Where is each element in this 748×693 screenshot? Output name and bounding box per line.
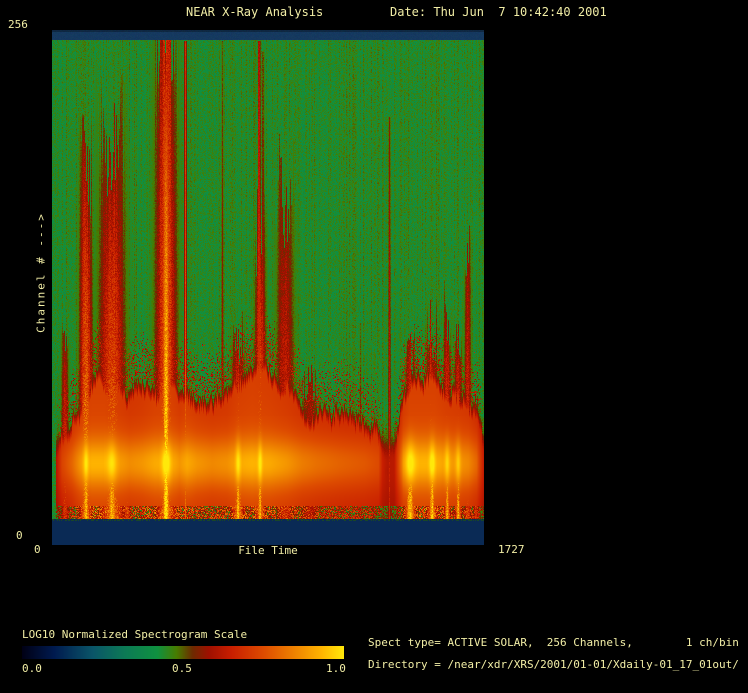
colorbar-gradient	[22, 646, 344, 659]
spect-type-line: Spect type= ACTIVE SOLAR, 256 Channels, …	[368, 636, 739, 649]
y-axis-bottom-tick: 0	[16, 529, 23, 542]
colorbar-label: LOG10 Normalized Spectrogram Scale	[22, 628, 248, 641]
x-axis-left-tick: 0	[34, 543, 41, 556]
x-axis-right-tick: 1727	[498, 543, 525, 556]
x-axis-label: File Time	[238, 544, 298, 557]
page-title: NEAR X-Ray Analysis	[186, 5, 324, 19]
date-label: Date: Thu Jun 7 10:42:40 2001	[390, 5, 607, 19]
colorbar-tick-max: 1.0	[326, 662, 346, 675]
y-axis-top-tick: 256	[8, 18, 28, 31]
colorbar-tick-mid: 0.5	[172, 662, 192, 675]
colorbar-tick-min: 0.0	[22, 662, 42, 675]
y-axis-label: Channel # --->	[34, 212, 48, 333]
spectrogram-canvas	[52, 30, 484, 545]
directory-line: Directory = /near/xdr/XRS/2001/01-01/Xda…	[368, 658, 739, 671]
